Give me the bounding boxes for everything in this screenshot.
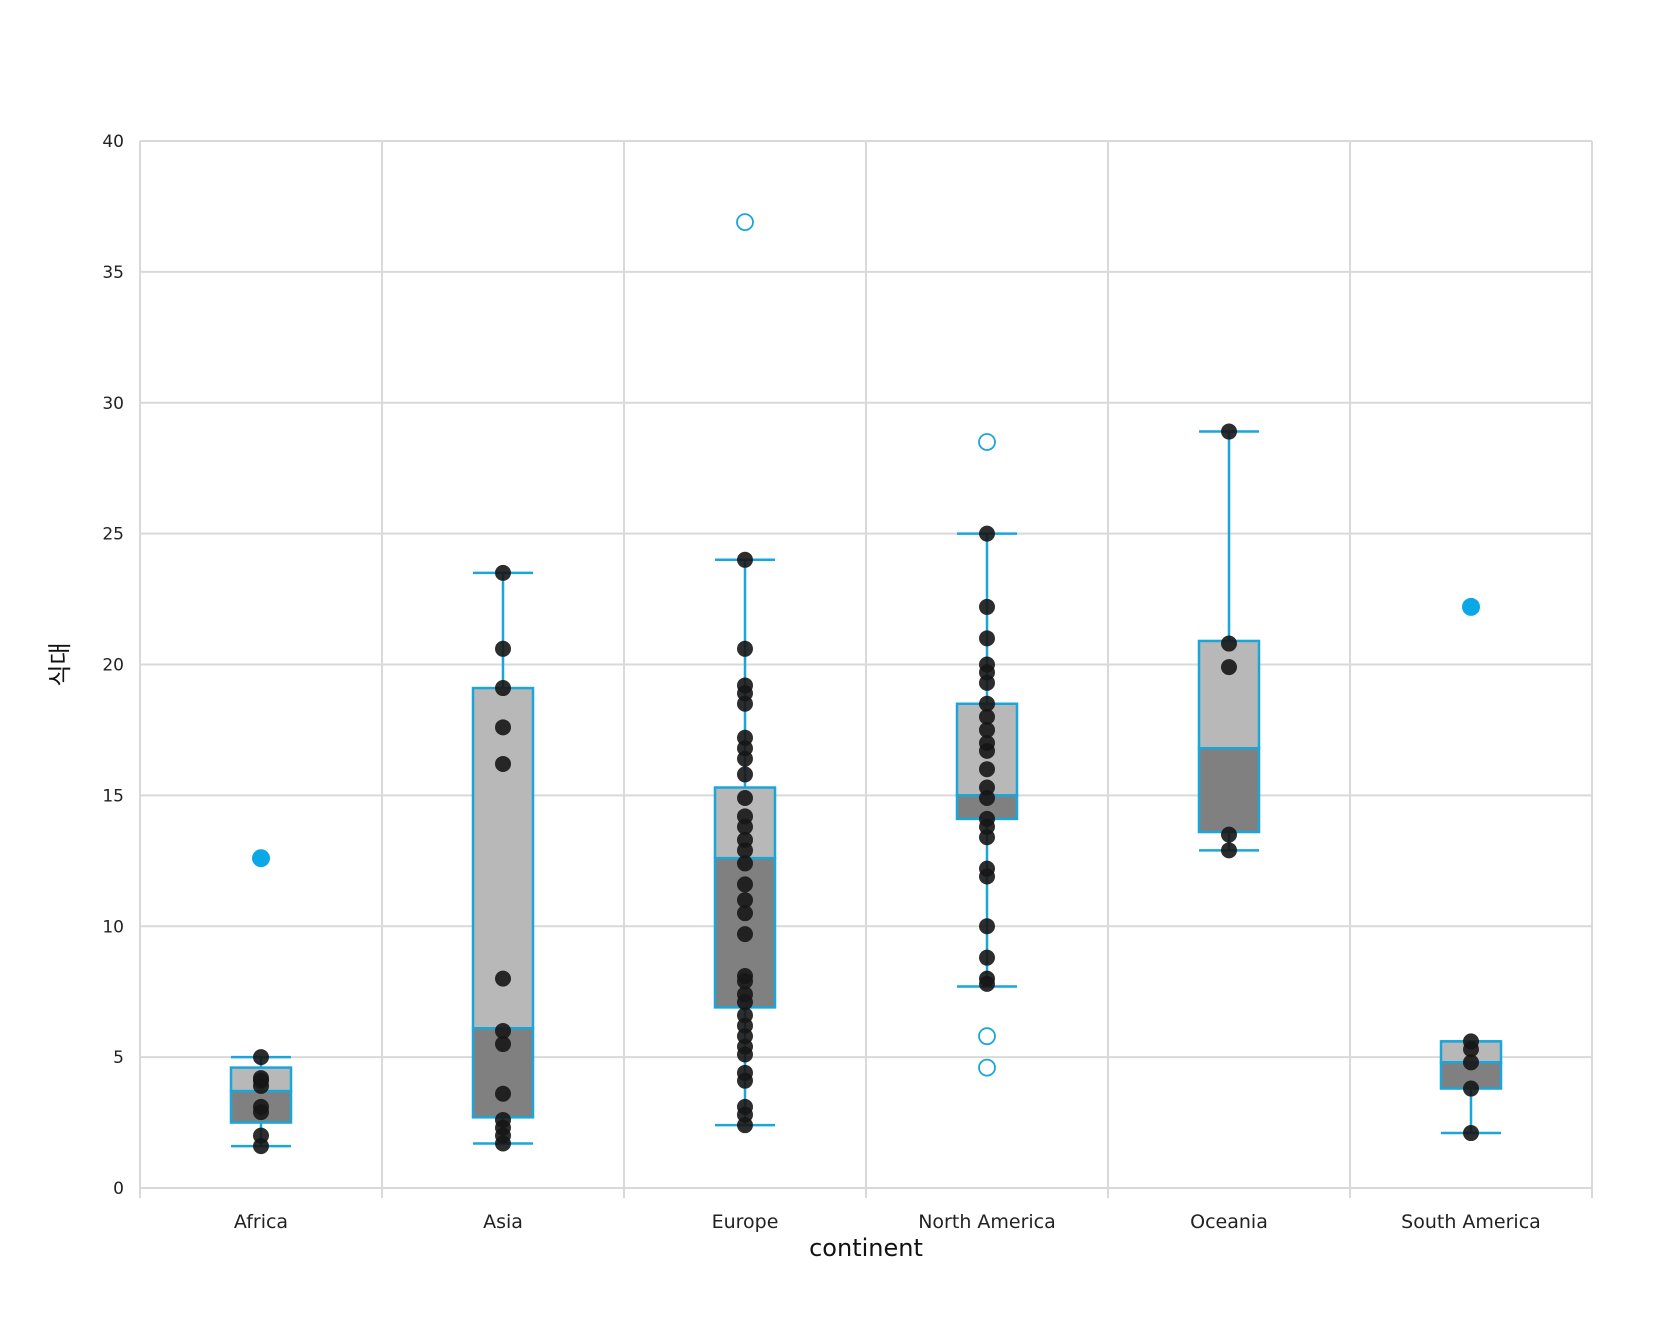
outlier-point [978, 433, 996, 451]
data-point [737, 808, 753, 825]
outlier-point [978, 1058, 996, 1077]
y-tick-label: 25 [102, 525, 124, 545]
data-point [495, 970, 511, 987]
data-point [979, 708, 995, 725]
data-point [495, 640, 511, 657]
data-point [737, 855, 753, 872]
data-point [737, 640, 753, 657]
x-axis-title: continent [809, 1234, 923, 1262]
boxes [229, 213, 1503, 1155]
data-point [495, 564, 511, 581]
data-point [495, 1036, 511, 1053]
data-point [495, 719, 511, 736]
data-point [1221, 659, 1237, 676]
data-point [737, 831, 753, 848]
mean-point [252, 849, 270, 868]
data-point [979, 525, 995, 542]
data-point [737, 967, 753, 984]
data-point [1463, 1080, 1479, 1097]
data-point [737, 1098, 753, 1115]
data-point [979, 810, 995, 827]
x-tick-label: Asia [483, 1211, 523, 1233]
data-point [737, 892, 753, 909]
y-tick-label: 10 [102, 917, 124, 937]
data-point [979, 695, 995, 712]
data-point [979, 656, 995, 673]
y-tick-label: 40 [102, 132, 124, 152]
data-point [979, 735, 995, 752]
x-tick-label: North America [918, 1211, 1056, 1233]
data-point [495, 1111, 511, 1128]
data-point [737, 789, 753, 806]
box-upper [1197, 639, 1261, 750]
data-point [979, 598, 995, 615]
box-group [713, 213, 777, 1134]
data-point [979, 761, 995, 778]
data-point [1221, 826, 1237, 843]
data-point [253, 1070, 269, 1087]
data-point [495, 1022, 511, 1039]
data-point [495, 755, 511, 772]
data-point [737, 551, 753, 568]
data-point [737, 926, 753, 943]
y-tick-label: 20 [102, 656, 124, 676]
data-point [737, 677, 753, 694]
box-group [1197, 423, 1261, 859]
data-point [1463, 1033, 1479, 1050]
data-point [737, 729, 753, 746]
data-point [1463, 1054, 1479, 1071]
x-tick-label: Oceania [1190, 1211, 1268, 1233]
data-point [979, 630, 995, 647]
data-point [495, 680, 511, 697]
y-tick-label: 15 [102, 786, 124, 806]
outlier-point [736, 213, 754, 232]
y-tick-label: 35 [102, 263, 124, 283]
data-point [979, 779, 995, 796]
box-group [1439, 597, 1503, 1142]
data-point [979, 860, 995, 877]
box-group [471, 564, 535, 1152]
data-point [1221, 423, 1237, 440]
data-point [253, 1127, 269, 1144]
data-point [253, 1049, 269, 1066]
box-group [229, 849, 293, 1155]
data-point [1463, 1125, 1479, 1142]
data-point [737, 1007, 753, 1024]
data-point [737, 1064, 753, 1081]
x-axis-ticks: Africa Asia Europe North America Oceania Sout… [234, 1211, 1541, 1233]
data-point [737, 876, 753, 893]
outlier-point [978, 1027, 996, 1046]
y-tick-label: 30 [102, 394, 124, 414]
x-tick-label: South America [1401, 1211, 1541, 1233]
data-point [979, 918, 995, 935]
y-axis-title: 식대 [46, 642, 74, 686]
y-tick-label: 5 [113, 1048, 124, 1068]
data-point [1221, 635, 1237, 652]
data-point [979, 970, 995, 987]
data-point [253, 1098, 269, 1115]
mean-point [1462, 597, 1480, 616]
grid [139, 140, 1593, 1198]
data-point [737, 905, 753, 922]
data-point [1221, 842, 1237, 859]
data-point [979, 721, 995, 738]
box-lower [1197, 747, 1261, 834]
y-tick-label: 0 [113, 1179, 124, 1199]
data-point [495, 1085, 511, 1102]
y-axis-ticks: 0 5 10 15 20 25 30 35 40 [102, 132, 124, 1199]
x-tick-label: Africa [234, 1211, 288, 1233]
x-tick-label: Europe [712, 1211, 779, 1233]
data-point [737, 986, 753, 1003]
box-group [955, 433, 1019, 1077]
data-point [737, 766, 753, 783]
data-point [979, 949, 995, 966]
